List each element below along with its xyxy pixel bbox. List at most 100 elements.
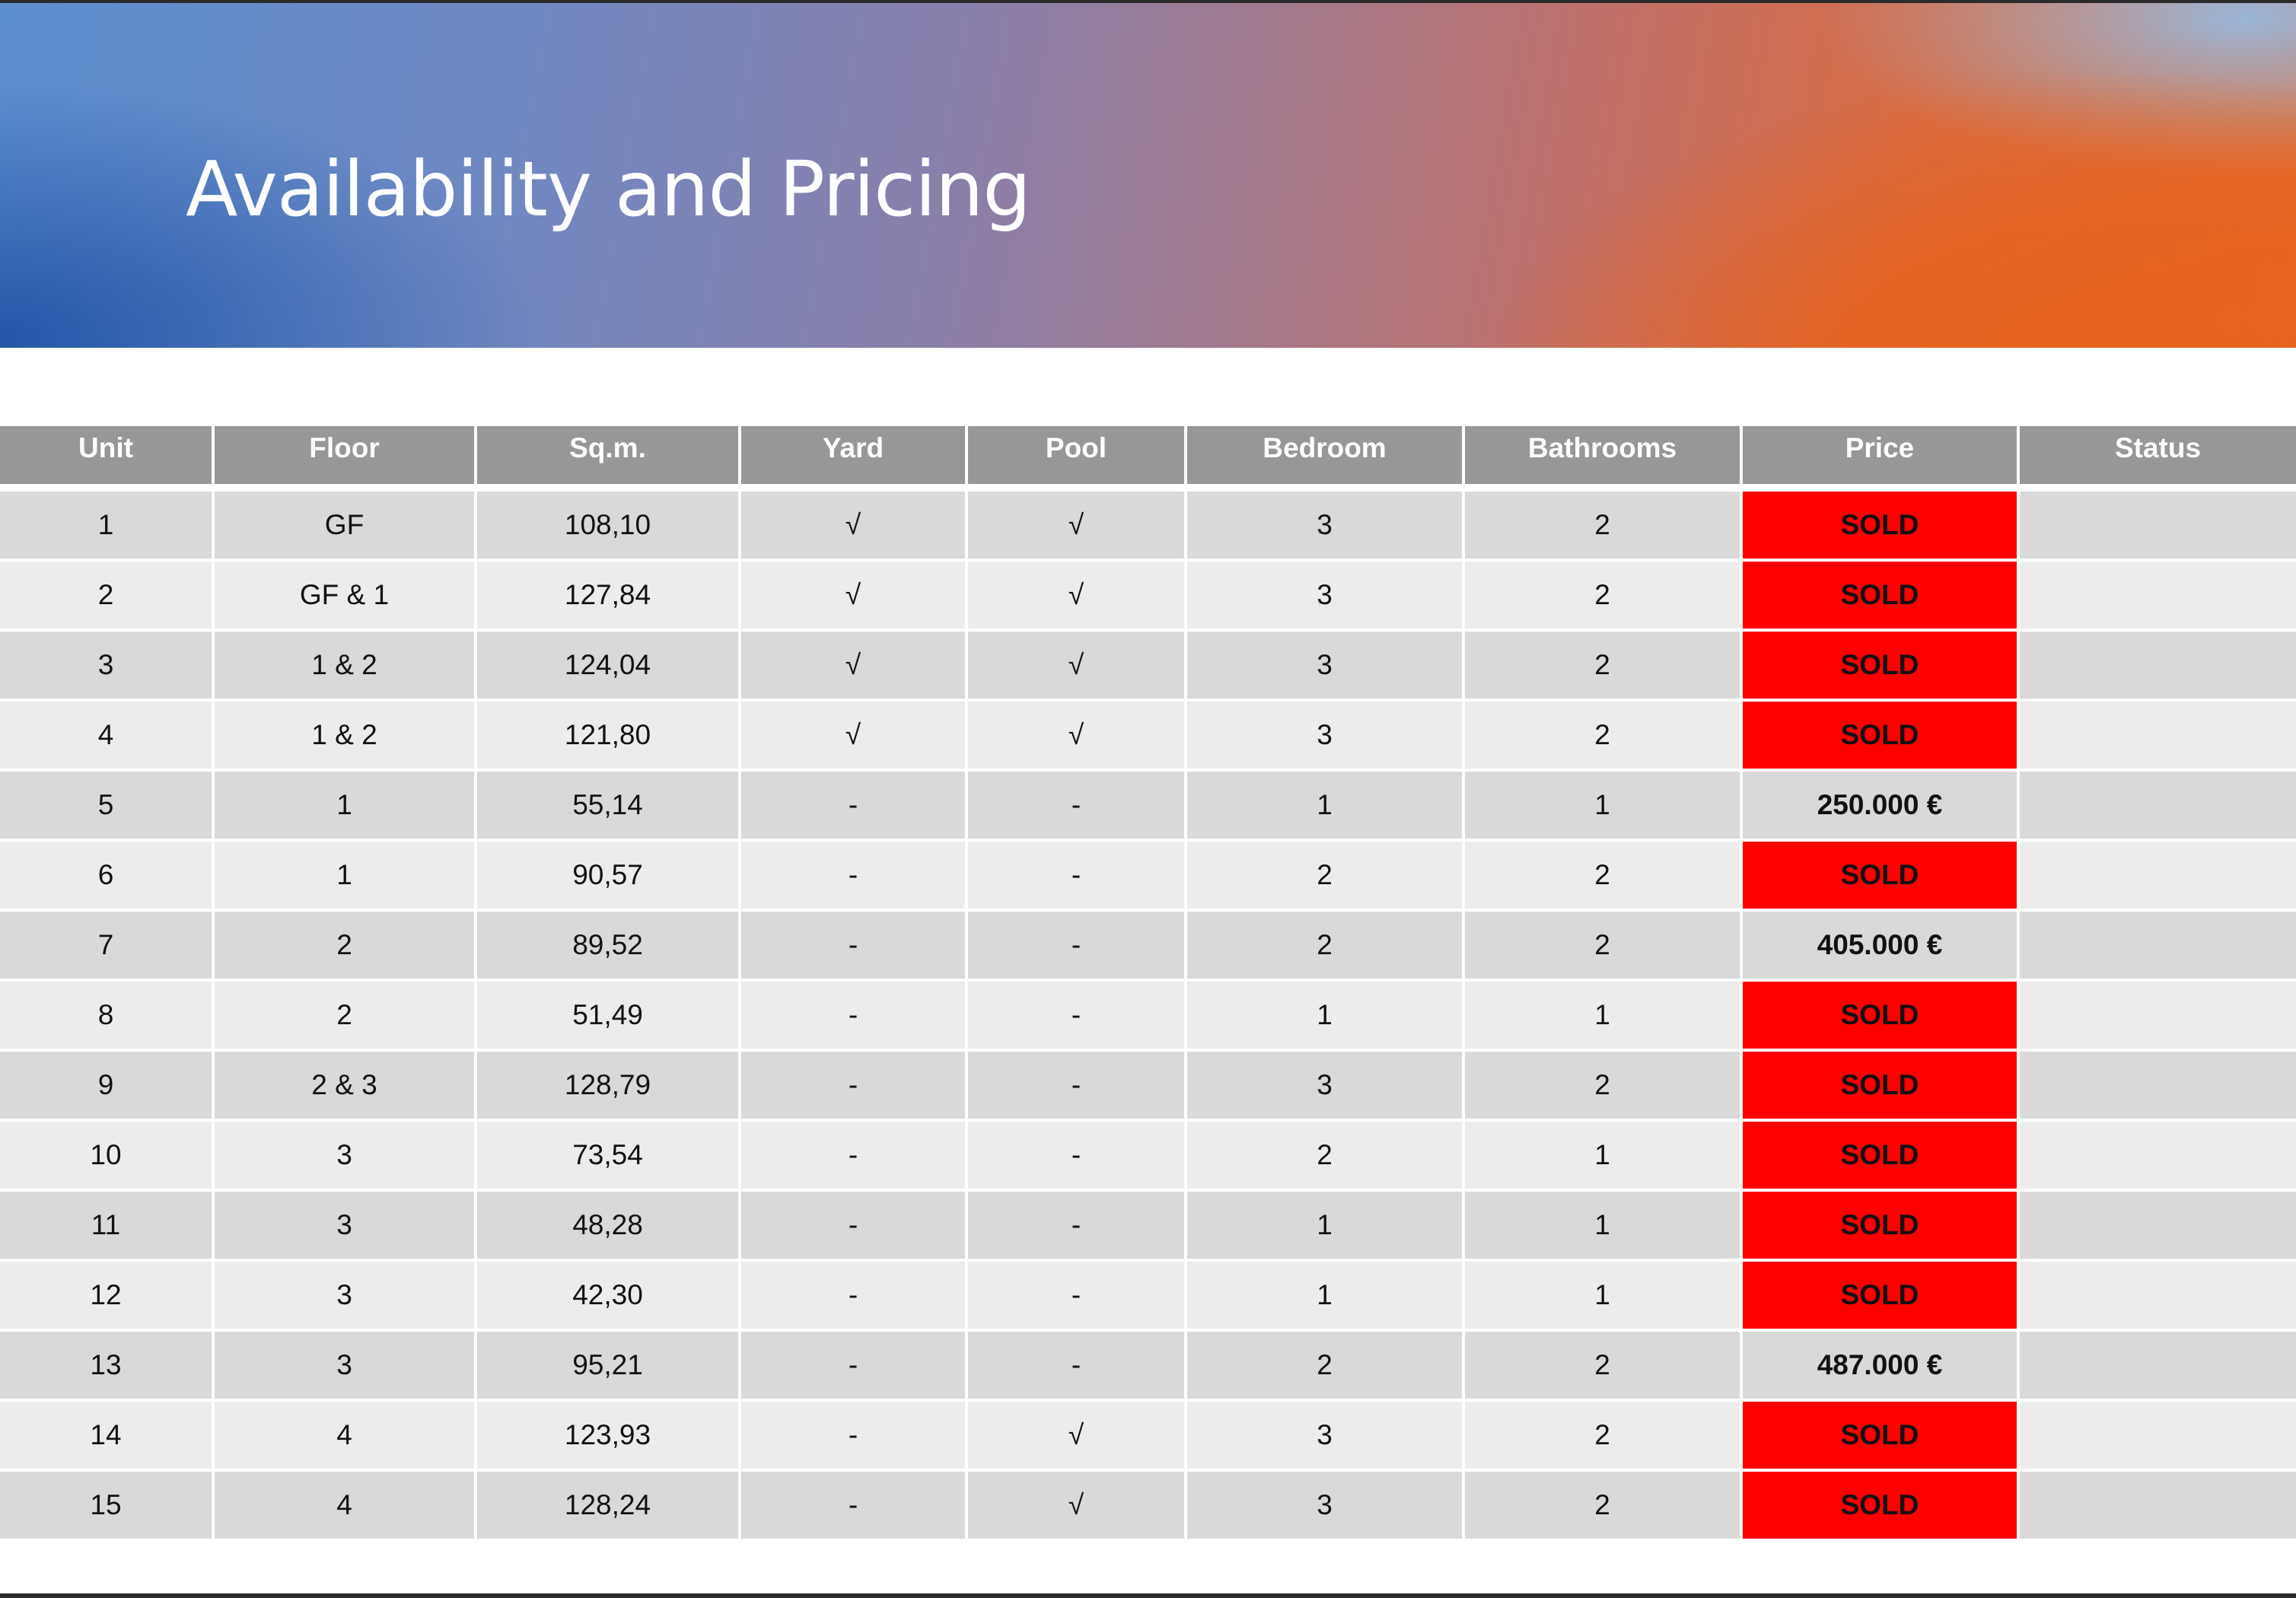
status-cell (2020, 842, 2296, 912)
sqm-cell: 51,49 (477, 982, 741, 1052)
table-row: 3 1 & 2 124,04 √ √ 3 2 SOLD (0, 632, 2296, 702)
table-header: Unit Floor Sq.m. Yard Pool Bedroom Bathr… (0, 426, 2296, 492)
bathrooms-cell: 2 (1465, 562, 1743, 632)
status-cell (2020, 492, 2296, 562)
floor-cell: 2 (215, 982, 477, 1052)
status-cell (2020, 702, 2296, 772)
table-row: 4 1 & 2 121,80 √ √ 3 2 SOLD (0, 702, 2296, 772)
bathrooms-cell: 2 (1465, 912, 1743, 982)
table-row: 10 3 73,54 - - 2 1 SOLD (0, 1122, 2296, 1192)
unit-cell: 3 (0, 632, 215, 702)
column-header-status: Status (2020, 426, 2296, 492)
status-cell (2020, 1332, 2296, 1402)
floor-cell: 1 & 2 (215, 632, 477, 702)
pool-cell: - (968, 1122, 1187, 1192)
unit-cell: 1 (0, 492, 215, 562)
bathrooms-cell: 1 (1465, 772, 1743, 842)
sqm-cell: 124,04 (477, 632, 741, 702)
status-cell (2020, 562, 2296, 632)
price-cell: SOLD (1743, 702, 2020, 772)
unit-cell: 8 (0, 982, 215, 1052)
status-cell (2020, 1402, 2296, 1472)
pool-cell: √ (968, 1472, 1187, 1542)
yard-cell: - (741, 1472, 968, 1542)
pool-cell: - (968, 842, 1187, 912)
pool-cell: - (968, 1262, 1187, 1332)
top-border (0, 0, 2296, 3)
unit-cell: 2 (0, 562, 215, 632)
bathrooms-cell: 2 (1465, 632, 1743, 702)
floor-cell: 2 & 3 (215, 1052, 477, 1122)
unit-cell: 10 (0, 1122, 215, 1192)
floor-cell: GF & 1 (215, 562, 477, 632)
yard-cell: - (741, 772, 968, 842)
pool-cell: - (968, 1052, 1187, 1122)
table-row: 12 3 42,30 - - 1 1 SOLD (0, 1262, 2296, 1332)
bedroom-cell: 3 (1187, 702, 1465, 772)
pool-cell: √ (968, 702, 1187, 772)
yard-cell: - (741, 1402, 968, 1472)
sqm-cell: 55,14 (477, 772, 741, 842)
bedroom-cell: 3 (1187, 632, 1465, 702)
bedroom-cell: 1 (1187, 982, 1465, 1052)
floor-cell: 4 (215, 1402, 477, 1472)
unit-cell: 15 (0, 1472, 215, 1542)
bedroom-cell: 2 (1187, 842, 1465, 912)
table-row: 14 4 123,93 - √ 3 2 SOLD (0, 1402, 2296, 1472)
page-title: Availability and Pricing (186, 145, 1031, 234)
sqm-cell: 95,21 (477, 1332, 741, 1402)
yard-cell: - (741, 1262, 968, 1332)
pool-cell: - (968, 1332, 1187, 1402)
pool-cell: - (968, 1192, 1187, 1262)
price-cell: SOLD (1743, 492, 2020, 562)
floor-cell: GF (215, 492, 477, 562)
column-header-floor: Floor (215, 426, 477, 492)
bedroom-cell: 3 (1187, 1052, 1465, 1122)
floor-cell: 2 (215, 912, 477, 982)
bathrooms-cell: 2 (1465, 702, 1743, 772)
pool-cell: √ (968, 632, 1187, 702)
price-cell: SOLD (1743, 562, 2020, 632)
bedroom-cell: 3 (1187, 1472, 1465, 1542)
status-cell (2020, 1052, 2296, 1122)
table-row: 5 1 55,14 - - 1 1 250.000 € (0, 772, 2296, 842)
floor-cell: 3 (215, 1332, 477, 1402)
floor-cell: 3 (215, 1262, 477, 1332)
status-cell (2020, 982, 2296, 1052)
status-cell (2020, 1122, 2296, 1192)
yard-cell: √ (741, 702, 968, 772)
price-cell: SOLD (1743, 842, 2020, 912)
sqm-cell: 127,84 (477, 562, 741, 632)
floor-cell: 1 (215, 772, 477, 842)
availability-pricing-table: Unit Floor Sq.m. Yard Pool Bedroom Bathr… (0, 426, 2296, 1542)
table-row: 6 1 90,57 - - 2 2 SOLD (0, 842, 2296, 912)
price-cell: 487.000 € (1743, 1332, 2020, 1402)
price-cell: SOLD (1743, 1122, 2020, 1192)
sqm-cell: 89,52 (477, 912, 741, 982)
status-cell (2020, 772, 2296, 842)
yard-cell: √ (741, 562, 968, 632)
yard-cell: √ (741, 492, 968, 562)
table-row: 1 GF 108,10 √ √ 3 2 SOLD (0, 492, 2296, 562)
yard-cell: - (741, 1122, 968, 1192)
yard-cell: - (741, 842, 968, 912)
price-cell: SOLD (1743, 1402, 2020, 1472)
bathrooms-cell: 1 (1465, 1192, 1743, 1262)
price-cell: SOLD (1743, 1262, 2020, 1332)
header-banner: Availability and Pricing (0, 3, 2296, 348)
unit-cell: 13 (0, 1332, 215, 1402)
column-header-bathrooms: Bathrooms (1465, 426, 1743, 492)
floor-cell: 3 (215, 1192, 477, 1262)
pool-cell: - (968, 912, 1187, 982)
sqm-cell: 90,57 (477, 842, 741, 912)
unit-cell: 5 (0, 772, 215, 842)
price-cell: SOLD (1743, 982, 2020, 1052)
bathrooms-cell: 2 (1465, 1472, 1743, 1542)
floor-cell: 1 & 2 (215, 702, 477, 772)
table-row: 8 2 51,49 - - 1 1 SOLD (0, 982, 2296, 1052)
yard-cell: - (741, 1332, 968, 1402)
unit-cell: 9 (0, 1052, 215, 1122)
bathrooms-cell: 2 (1465, 1402, 1743, 1472)
bedroom-cell: 1 (1187, 1262, 1465, 1332)
sqm-cell: 108,10 (477, 492, 741, 562)
